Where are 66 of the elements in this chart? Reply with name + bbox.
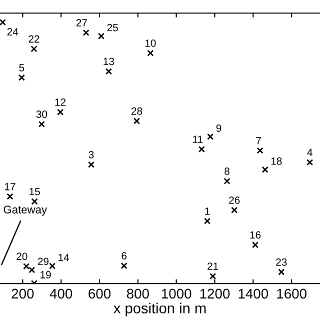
point bbox=[278, 268, 285, 276]
annotation: 10 bbox=[145, 39, 156, 47]
annotation: 4 bbox=[307, 148, 312, 156]
annotation: 7 bbox=[256, 137, 261, 144]
point bbox=[256, 147, 264, 154]
annotation: 30 bbox=[36, 110, 48, 118]
annotation: 22 bbox=[28, 35, 40, 43]
point bbox=[0, 18, 6, 26]
x-tick-label: 1200 bbox=[200, 288, 230, 299]
point bbox=[38, 120, 45, 128]
point bbox=[18, 74, 25, 81]
point bbox=[88, 161, 95, 168]
annotation: 23 bbox=[276, 258, 287, 266]
point bbox=[204, 218, 211, 224]
point bbox=[120, 262, 128, 270]
x-tick-label: 800 bbox=[126, 288, 149, 299]
x-tick-label: 400 bbox=[50, 288, 72, 299]
point bbox=[262, 166, 268, 173]
annotation: 28 bbox=[131, 107, 142, 115]
x-tick-label: 1000 bbox=[162, 288, 192, 299]
annotation: 16 bbox=[250, 231, 261, 239]
point bbox=[252, 242, 259, 248]
annotation: 26 bbox=[229, 196, 240, 204]
point bbox=[224, 178, 230, 184]
point bbox=[105, 68, 112, 75]
point bbox=[30, 46, 38, 52]
annotation: 12 bbox=[55, 98, 66, 106]
annotation: 11 bbox=[193, 136, 203, 143]
point bbox=[306, 159, 314, 166]
point bbox=[207, 133, 214, 140]
point bbox=[82, 29, 90, 36]
annotation: 3 bbox=[88, 151, 94, 158]
annotation: 1 bbox=[205, 208, 210, 215]
annotation: 13 bbox=[104, 58, 114, 66]
point bbox=[28, 266, 36, 274]
point bbox=[231, 206, 238, 214]
annotation: 9 bbox=[216, 124, 222, 132]
point bbox=[133, 118, 140, 124]
annotation: 17 bbox=[4, 183, 16, 190]
annotation: 8 bbox=[224, 168, 230, 175]
point bbox=[31, 198, 38, 205]
point bbox=[198, 146, 205, 153]
annotation: 29 bbox=[38, 258, 49, 266]
x-tick-label: 200 bbox=[12, 288, 34, 299]
annotation: 24 bbox=[7, 28, 18, 36]
annotation: 25 bbox=[107, 24, 118, 32]
annotation: 14 bbox=[58, 254, 70, 262]
annotation: Gateway bbox=[4, 206, 48, 216]
x-tick-label: 1600 bbox=[277, 288, 306, 299]
x-tick-label: 600 bbox=[88, 288, 111, 299]
annotation: 15 bbox=[30, 188, 40, 196]
annotation: 19 bbox=[40, 271, 51, 278]
point bbox=[6, 193, 14, 200]
annotation: 27 bbox=[76, 19, 87, 26]
annotation: 6 bbox=[122, 252, 127, 260]
point bbox=[23, 262, 30, 270]
x-axis-title: x position in m bbox=[114, 302, 206, 316]
x-tick-label: 1400 bbox=[238, 288, 268, 299]
point bbox=[147, 50, 154, 56]
annotation: 21 bbox=[208, 262, 218, 270]
annotation: 18 bbox=[271, 157, 282, 165]
point bbox=[48, 262, 56, 270]
point bbox=[98, 32, 105, 40]
point bbox=[57, 108, 64, 116]
annotation: 5 bbox=[19, 64, 24, 72]
annotation: 20 bbox=[16, 252, 28, 260]
